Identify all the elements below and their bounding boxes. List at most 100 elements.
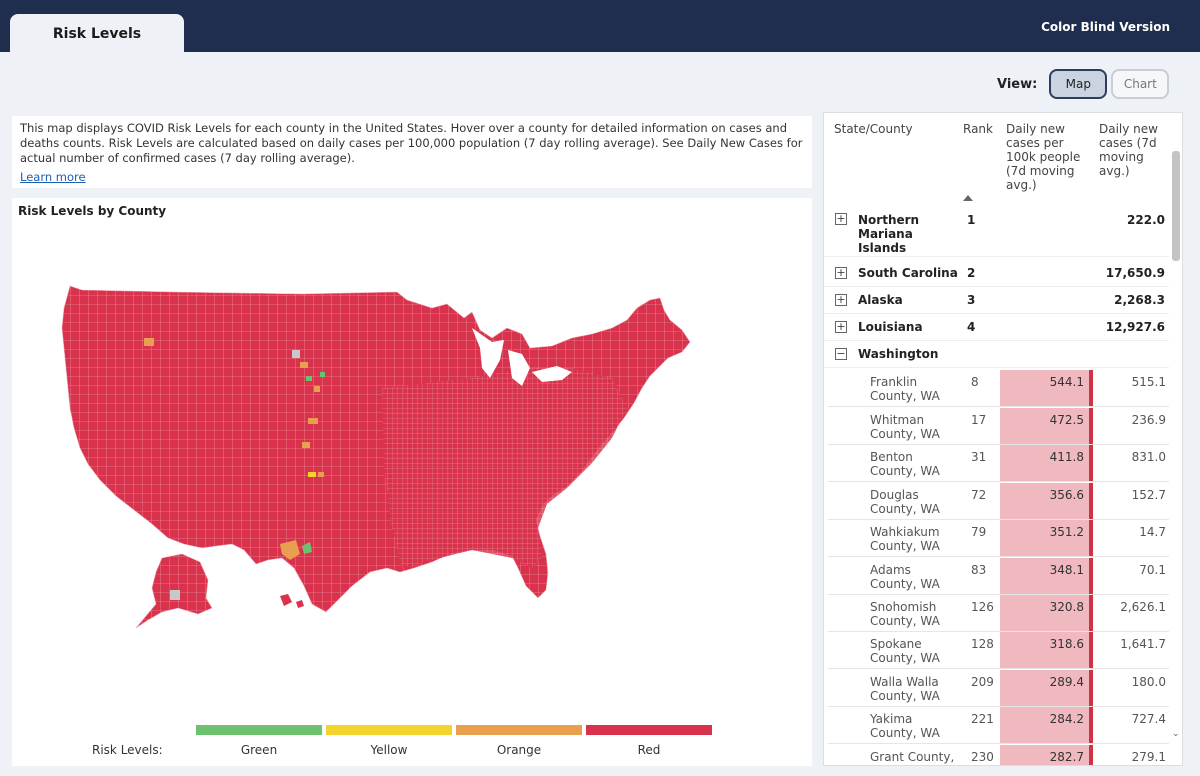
col-header-state-county[interactable]: State/County (834, 122, 913, 136)
county-rate: 289.4 (1049, 675, 1084, 689)
risk-legend: Risk Levels: Green Yellow Orange Red (92, 725, 792, 757)
county-rate: 318.6 (1049, 637, 1084, 651)
eastern-counties-shading (382, 368, 627, 568)
county-rank: 83 (971, 563, 987, 577)
expand-icon[interactable]: + (835, 212, 847, 225)
state-name: Washington (858, 347, 939, 361)
legend-label: Risk Levels: (92, 743, 163, 757)
county-orange-nw[interactable] (144, 338, 154, 346)
state-name: South Carolina (858, 266, 958, 280)
county-grey-mt[interactable] (292, 350, 300, 358)
map-panel: Risk Levels by County (12, 198, 812, 766)
county-cases: 180.0 (1131, 675, 1166, 689)
county-name: Adams County, WA (870, 563, 940, 591)
table-row-county[interactable]: Adams County, WA 83 348.1 70.1 (828, 558, 1169, 595)
rate-bar (1000, 558, 1093, 594)
scroll-thumb[interactable] (1172, 151, 1180, 261)
learn-more-link[interactable]: Learn more (20, 170, 86, 184)
legend-orange: Orange (456, 725, 582, 757)
county-green-mt-1[interactable] (306, 376, 312, 381)
col-header-rate[interactable]: Daily new cases per 100k people (7d movi… (1006, 122, 1081, 192)
tab-risk-levels[interactable]: Risk Levels (10, 14, 184, 54)
ranking-table: State/County Rank Daily new cases per 10… (823, 112, 1183, 766)
map-view-button[interactable]: Map (1049, 69, 1108, 99)
great-lakes (472, 328, 572, 386)
legend-green-label: Green (240, 743, 278, 757)
county-rank: 128 (971, 637, 994, 651)
legend-green: Green (196, 725, 322, 757)
color-blind-version-link[interactable]: Color Blind Version (1041, 20, 1170, 34)
county-yellow-ks[interactable] (308, 472, 316, 477)
sort-ascending-icon[interactable] (963, 195, 973, 201)
county-rank: 221 (971, 712, 994, 726)
state-value: 2,268.3 (1114, 293, 1165, 307)
info-text: This map displays COVID Risk Levels for … (20, 121, 803, 165)
county-rank: 230 (971, 750, 994, 764)
expand-icon[interactable]: + (835, 266, 847, 279)
table-row-county[interactable]: Douglas County, WA 72 356.6 152.7 (828, 483, 1169, 520)
table-row-state[interactable]: + Louisiana 4 12,927.6 (824, 315, 1169, 341)
state-name: Alaska (858, 293, 903, 307)
county-rank: 17 (971, 413, 987, 427)
county-rate: 356.6 (1049, 488, 1084, 502)
county-rank: 8 (971, 375, 979, 389)
county-rate: 472.5 (1049, 413, 1084, 427)
col-header-rank[interactable]: Rank (963, 122, 993, 136)
county-rate: 348.1 (1049, 563, 1084, 577)
legend-yellow: Yellow (326, 725, 452, 757)
county-orange-co[interactable] (308, 418, 318, 424)
county-green-az[interactable] (302, 542, 312, 554)
county-name: Wahkiakum County, WA (870, 525, 940, 553)
county-grey-ak[interactable] (170, 590, 180, 600)
county-name: Snohomish County, WA (870, 600, 940, 628)
info-box: This map displays COVID Risk Levels for … (12, 116, 812, 188)
col-header-cases[interactable]: Daily new cases (7d moving avg.) (1099, 122, 1158, 178)
table-row-state[interactable]: + Northern Mariana Islands 1 222.0 (824, 209, 1169, 257)
chart-view-button[interactable]: Chart (1111, 69, 1170, 99)
table-row-county[interactable]: Snohomish County, WA 126 320.8 2,626.1 (828, 595, 1169, 632)
table-row-county[interactable]: Yakima County, WA 221 284.2 727.4 (828, 707, 1169, 744)
hawaii-shape[interactable] (280, 594, 304, 608)
state-rank: 2 (967, 266, 976, 280)
table-row-state[interactable]: + South Carolina 2 17,650.9 (824, 261, 1169, 287)
scroll-down-icon[interactable]: ⌄ (1172, 729, 1180, 739)
expand-icon[interactable]: + (835, 320, 847, 333)
county-cases: 727.4 (1131, 712, 1166, 726)
county-name: Grant County, WA (870, 750, 955, 765)
table-row-county[interactable]: Grant County, WA 230 282.7 279.1 (828, 745, 1169, 765)
county-orange-mt[interactable] (300, 362, 308, 368)
collapse-icon[interactable]: − (835, 347, 847, 360)
table-row-state[interactable]: − Washington (824, 342, 1169, 368)
table-header: State/County Rank Daily new cases per 10… (824, 113, 1169, 205)
county-orange-az[interactable] (280, 540, 300, 560)
state-name: Northern Mariana Islands (858, 213, 920, 255)
table-row-county[interactable]: Spokane County, WA 128 318.6 1,641.7 (828, 632, 1169, 669)
county-orange-co-2[interactable] (302, 442, 310, 448)
county-rate: 411.8 (1049, 450, 1084, 464)
state-rank: 3 (967, 293, 976, 307)
county-cases: 1,641.7 (1120, 637, 1166, 651)
county-rank: 79 (971, 525, 987, 539)
table-row-state[interactable]: + Alaska 3 2,268.3 (824, 288, 1169, 314)
county-rank: 72 (971, 488, 987, 502)
table-scrollbar[interactable]: ⌄ (1172, 143, 1180, 763)
county-cases: 831.0 (1131, 450, 1166, 464)
rate-bar (1000, 483, 1093, 519)
state-name: Louisiana (858, 320, 923, 334)
state-value: 222.0 (1127, 213, 1165, 227)
table-row-county[interactable]: Franklin County, WA 8 544.1 515.1 (828, 370, 1169, 407)
legend-red-swatch (586, 725, 712, 735)
county-rate: 351.2 (1049, 525, 1084, 539)
county-orange-mt-2[interactable] (314, 386, 320, 392)
county-name: Spokane County, WA (870, 637, 940, 665)
expand-icon[interactable]: + (835, 293, 847, 306)
map-title: Risk Levels by County (18, 204, 167, 218)
county-orange-ks[interactable] (318, 472, 324, 477)
table-row-county[interactable]: Wahkiakum County, WA 79 351.2 14.7 (828, 520, 1169, 557)
us-county-map[interactable] (52, 268, 712, 648)
table-row-county[interactable]: Walla Walla County, WA 209 289.4 180.0 (828, 670, 1169, 707)
table-row-county[interactable]: Benton County, WA 31 411.8 831.0 (828, 445, 1169, 482)
table-row-county[interactable]: Whitman County, WA 17 472.5 236.9 (828, 408, 1169, 445)
legend-green-swatch (196, 725, 322, 735)
county-green-mt-2[interactable] (320, 372, 325, 377)
